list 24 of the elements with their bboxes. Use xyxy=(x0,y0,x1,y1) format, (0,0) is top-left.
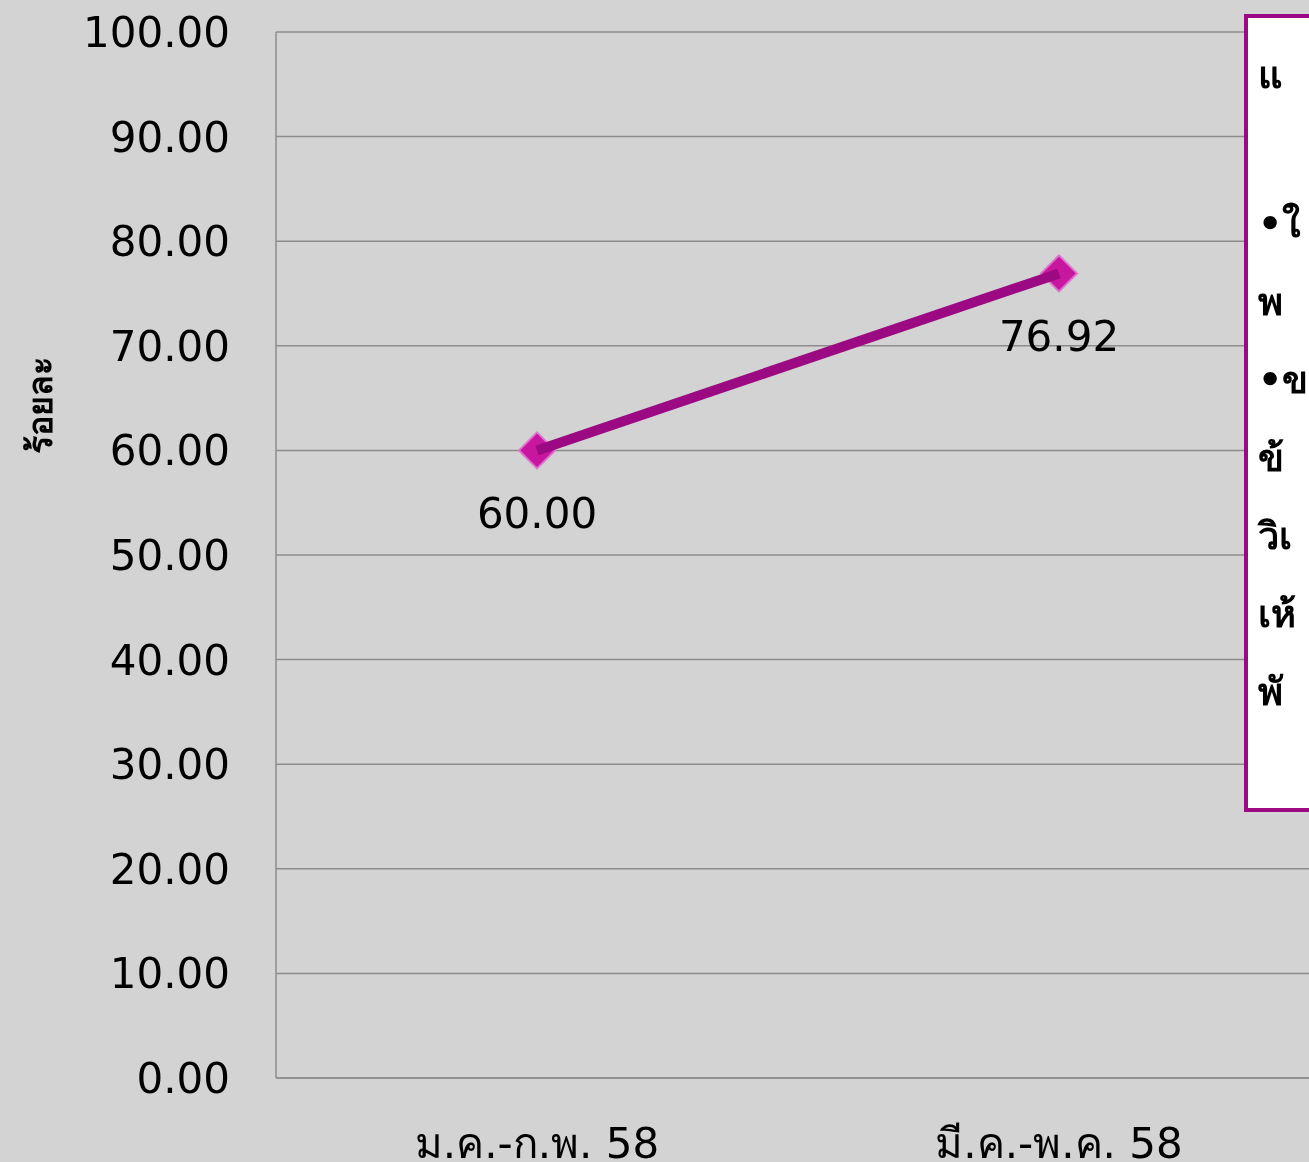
y-tick-label: 40.00 xyxy=(109,635,230,685)
y-tick-label: 20.00 xyxy=(109,844,230,894)
y-tick-label: 50.00 xyxy=(109,531,230,580)
y-tick-label: 90.00 xyxy=(109,112,230,162)
annotation: แ xyxy=(1258,53,1282,97)
y-tick-label: 0.00 xyxy=(136,1054,230,1103)
data-label: 60.00 xyxy=(476,489,598,539)
y-tick-label: 10.00 xyxy=(109,949,230,999)
annotation: เห้ xyxy=(1258,592,1296,636)
annotation: พ xyxy=(1258,280,1283,324)
annotation: •ใ xyxy=(1258,202,1302,246)
x-tick-label: มี.ค.-พ.ค. 58 xyxy=(935,1119,1183,1162)
annotation: วิเ xyxy=(1257,514,1292,558)
annotation: ข้ xyxy=(1258,436,1284,480)
y-axis-title: ร้อยละ xyxy=(20,356,60,454)
data-label: 76.92 xyxy=(998,312,1120,362)
annotation: พั xyxy=(1258,670,1284,714)
y-tick-label: 70.00 xyxy=(109,321,230,371)
y-tick-label: 100.00 xyxy=(83,8,230,57)
y-tick-label: 60.00 xyxy=(109,426,230,476)
y-tick-label: 30.00 xyxy=(109,740,230,790)
x-tick-label: ม.ค.-ก.พ. 58 xyxy=(414,1119,660,1162)
y-tick-label: 80.00 xyxy=(109,217,230,267)
annotation: •ข xyxy=(1258,358,1309,402)
